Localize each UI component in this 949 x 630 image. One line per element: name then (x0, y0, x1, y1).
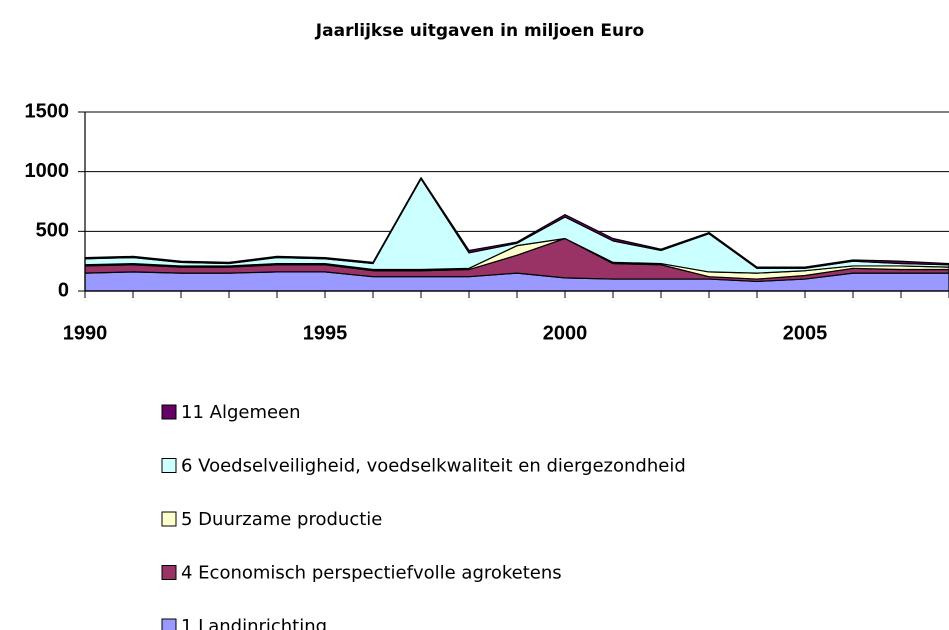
legend-swatch (161, 618, 177, 630)
chart-title: Jaarlijkse uitgaven in miljoen Euro (315, 21, 644, 41)
x-tick-label: 2000 (543, 322, 588, 344)
legend-swatch (161, 458, 177, 473)
legend-swatch (161, 404, 177, 420)
legend-label: 6 Voedselveiligheid, voedselkwaliteit en… (181, 456, 686, 477)
x-tick-label: 2005 (783, 322, 828, 344)
legend-label: 5 Duurzame productie (181, 509, 382, 530)
y-tick-label: 1500 (25, 100, 70, 122)
legend-swatch (161, 511, 177, 527)
legend-label: 11 Algemeen (181, 402, 301, 423)
legend-label: 1 Landinrichting (181, 616, 327, 630)
y-tick-label: 500 (36, 220, 69, 242)
area (84, 177, 949, 269)
legend-label: 4 Economisch perspectiefvolle agroketens (181, 563, 562, 584)
x-tick-label: 1990 (63, 322, 108, 344)
x-tick-label: 1995 (303, 322, 348, 344)
y-tick-label: 0 (58, 279, 69, 301)
y-tick-label: 1000 (25, 160, 70, 182)
legend-swatch (161, 565, 177, 580)
